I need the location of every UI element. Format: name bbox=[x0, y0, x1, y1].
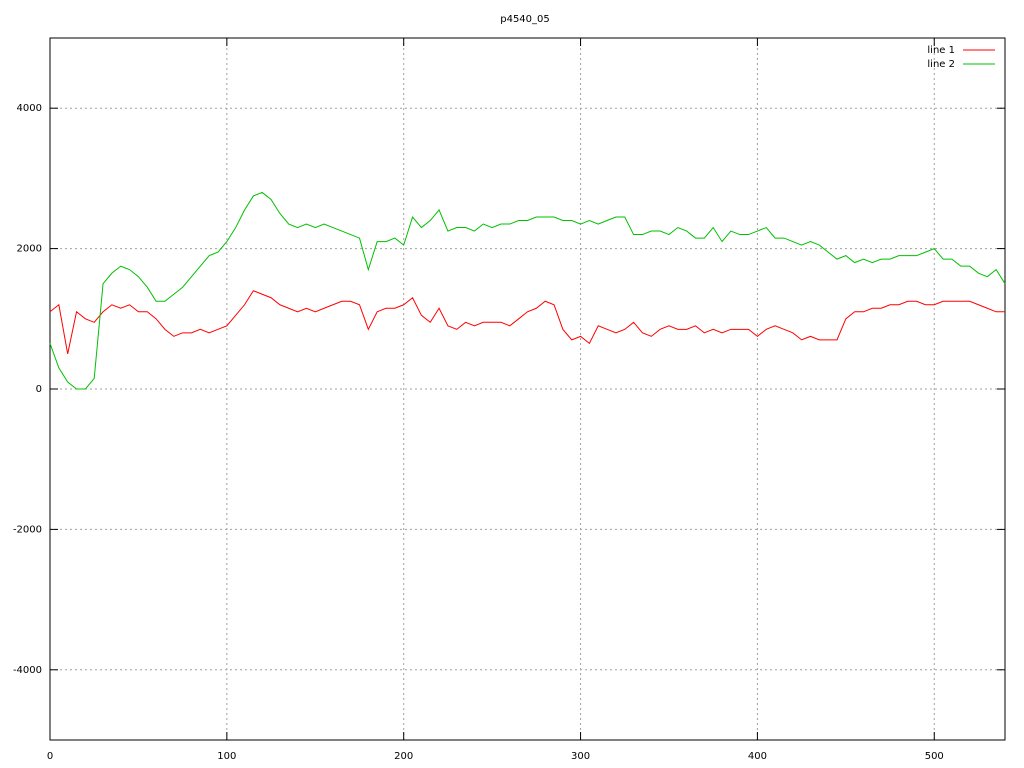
x-tick-label: 400 bbox=[748, 751, 767, 762]
data-line bbox=[49, 290, 1005, 355]
x-tick-label: 200 bbox=[394, 751, 413, 762]
y-tick-label: -4000 bbox=[13, 665, 42, 676]
y-tick-label: 0 bbox=[36, 384, 42, 395]
plot-frame bbox=[49, 37, 1006, 741]
chart-title: p4540_05 bbox=[500, 14, 550, 25]
y-tick-label: -2000 bbox=[13, 524, 42, 535]
x-tick-label: 500 bbox=[925, 751, 944, 762]
legend-label: line 1 bbox=[927, 45, 955, 56]
x-tick-label: 0 bbox=[47, 751, 53, 762]
x-tick-label: 300 bbox=[571, 751, 590, 762]
data-line bbox=[49, 191, 1006, 390]
x-tick-label: 100 bbox=[217, 751, 236, 762]
y-tick-label: 4000 bbox=[17, 103, 42, 114]
y-tick-label: 2000 bbox=[17, 244, 42, 255]
legend-label: line 2 bbox=[927, 59, 955, 70]
